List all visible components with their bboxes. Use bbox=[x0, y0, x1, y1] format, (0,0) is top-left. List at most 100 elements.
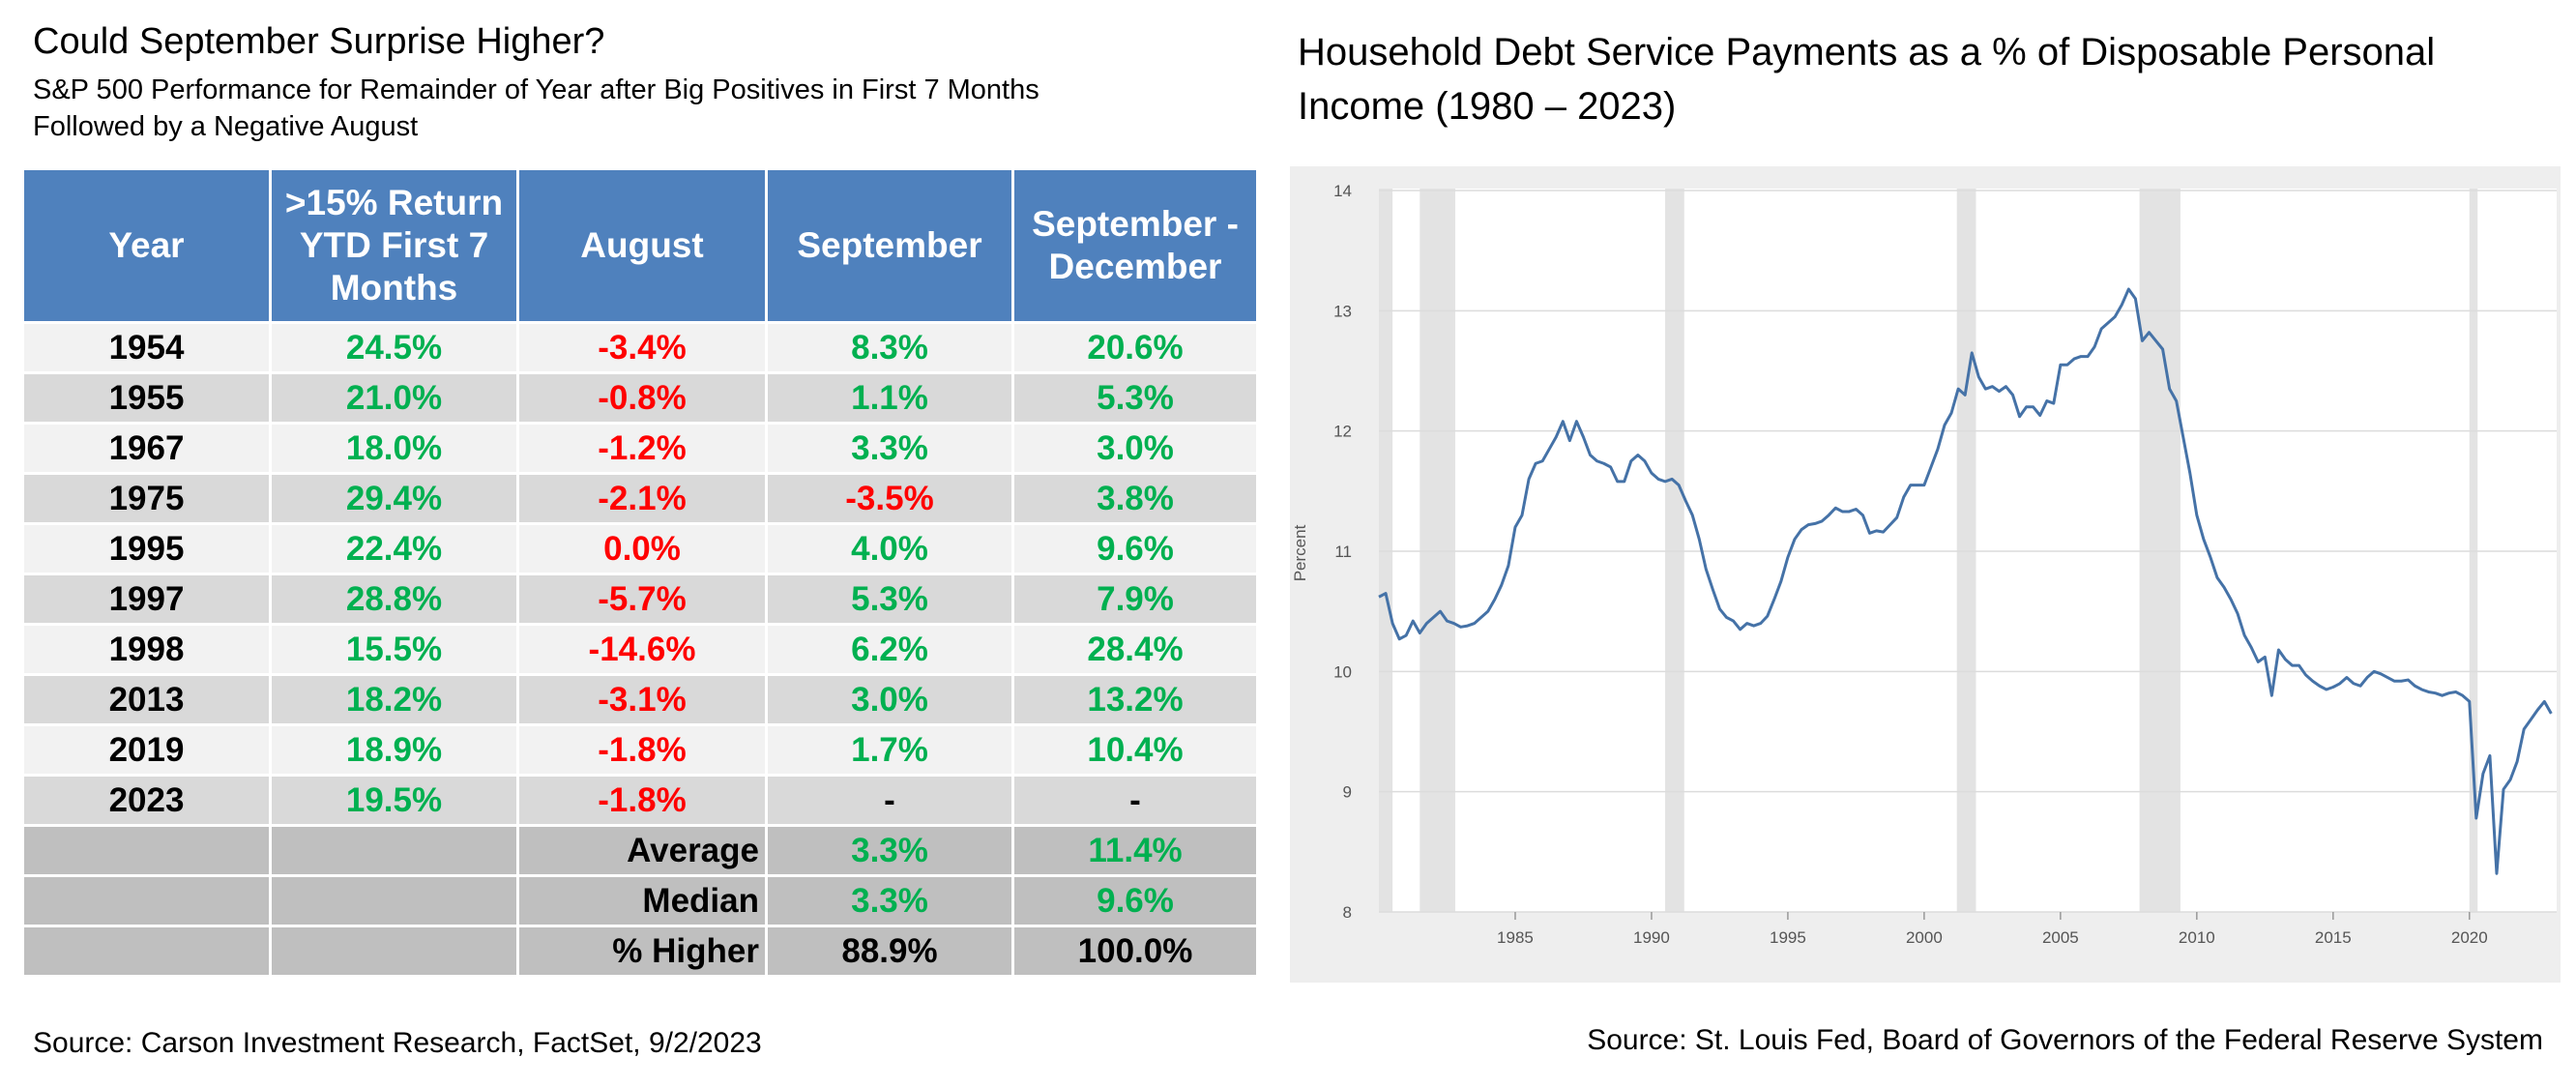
table-cell: 3.3% bbox=[768, 425, 1011, 472]
table-row: 2023 19.5% -1.8% - - bbox=[24, 777, 1256, 824]
y-tick-label: 10 bbox=[1333, 662, 1352, 681]
table-row: 1967 18.0% -1.2% 3.3% 3.0% bbox=[24, 425, 1256, 472]
x-tick-label: 1990 bbox=[1633, 928, 1670, 947]
table-cell: 7.9% bbox=[1014, 575, 1256, 623]
recession-band bbox=[1665, 189, 1684, 912]
y-tick-label: 8 bbox=[1343, 903, 1352, 922]
table-cell: 22.4% bbox=[272, 525, 516, 573]
x-tick-label: 1995 bbox=[1770, 928, 1806, 947]
table-row: 2019 18.9% -1.8% 1.7% 10.4% bbox=[24, 726, 1256, 774]
table-cell: -14.6% bbox=[519, 626, 765, 673]
table-cell: 1955 bbox=[24, 374, 269, 422]
table-row: 1975 29.4% -2.1% -3.5% 3.8% bbox=[24, 475, 1256, 522]
table-cell: -1.8% bbox=[519, 726, 765, 774]
table-row: Median 3.3% 9.6% bbox=[24, 877, 1256, 925]
table-cell: 1975 bbox=[24, 475, 269, 522]
table-cell: 11.4% bbox=[1014, 827, 1256, 874]
table-row: 2013 18.2% -3.1% 3.0% 13.2% bbox=[24, 676, 1256, 723]
table-cell: 9.6% bbox=[1014, 525, 1256, 573]
table-cell: 3.3% bbox=[768, 827, 1011, 874]
data-line bbox=[1378, 287, 2553, 875]
chart-source: Source: St. Louis Fed, Board of Governor… bbox=[1587, 1024, 2543, 1056]
recession-band bbox=[1420, 189, 1455, 912]
table-cell: -5.7% bbox=[519, 575, 765, 623]
table-cell: 28.8% bbox=[272, 575, 516, 623]
subtitle-line: S&P 500 Performance for Remainder of Yea… bbox=[33, 74, 1039, 105]
x-tick-label: 2020 bbox=[2451, 928, 2488, 947]
table-cell: 10.4% bbox=[1014, 726, 1256, 774]
table-cell: 24.5% bbox=[272, 324, 516, 371]
table-cell: 19.5% bbox=[272, 777, 516, 824]
x-tick-label: 1985 bbox=[1497, 928, 1534, 947]
table-cell: 1954 bbox=[24, 324, 269, 371]
header-cell: September - December bbox=[1014, 170, 1256, 321]
table-body: 1954 24.5% -3.4% 8.3% 20.6% 1955 21.0% -0.8% 1.1… bbox=[24, 324, 1256, 975]
table-cell: 1.7% bbox=[768, 726, 1011, 774]
table-cell: 100.0% bbox=[1014, 927, 1256, 975]
table-cell bbox=[272, 877, 516, 925]
table-row: % Higher 88.9% 100.0% bbox=[24, 927, 1256, 975]
table-cell: 1995 bbox=[24, 525, 269, 573]
subtitle-line: Followed by a Negative August bbox=[33, 111, 419, 142]
y-tick-label: 14 bbox=[1333, 182, 1352, 200]
y-tick-label: 12 bbox=[1333, 423, 1352, 441]
table-cell: 9.6% bbox=[1014, 877, 1256, 925]
table-cell: 20.6% bbox=[1014, 324, 1256, 371]
table-cell: -3.4% bbox=[519, 324, 765, 371]
table-cell: 15.5% bbox=[272, 626, 516, 673]
header-row: Year >15% Return YTD First 7 Months August… bbox=[24, 170, 1256, 321]
recession-band bbox=[1379, 189, 1393, 912]
table-cell: 8.3% bbox=[768, 324, 1011, 371]
table-cell: -3.5% bbox=[768, 475, 1011, 522]
table-cell: 5.3% bbox=[1014, 374, 1256, 422]
table-cell: Median bbox=[519, 877, 765, 925]
table-row: 1955 21.0% -0.8% 1.1% 5.3% bbox=[24, 374, 1256, 422]
y-axis-label: Percent bbox=[1291, 524, 1309, 581]
table-cell: 18.2% bbox=[272, 676, 516, 723]
table-cell: 2019 bbox=[24, 726, 269, 774]
table-cell bbox=[272, 827, 516, 874]
table-cell: 18.9% bbox=[272, 726, 516, 774]
table-row: 1995 22.4% 0.0% 4.0% 9.6% bbox=[24, 525, 1256, 573]
table-cell: 28.4% bbox=[1014, 626, 1256, 673]
table-cell: 3.0% bbox=[768, 676, 1011, 723]
table-cell: 5.3% bbox=[768, 575, 1011, 623]
table-cell: - bbox=[1014, 777, 1256, 824]
table-cell: 1997 bbox=[24, 575, 269, 623]
table-cell: 1.1% bbox=[768, 374, 1011, 422]
table-row: Average 3.3% 11.4% bbox=[24, 827, 1256, 874]
y-tick-label: 13 bbox=[1333, 302, 1352, 320]
table-cell: 1998 bbox=[24, 626, 269, 673]
table-cell: 0.0% bbox=[519, 525, 765, 573]
recession-band bbox=[1956, 189, 1976, 912]
table-cell: -3.1% bbox=[519, 676, 765, 723]
table-cell: 4.0% bbox=[768, 525, 1011, 573]
table-row: 1998 15.5% -14.6% 6.2% 28.4% bbox=[24, 626, 1256, 673]
header-cell: >15% Return YTD First 7 Months bbox=[272, 170, 516, 321]
header-cell: Year bbox=[24, 170, 269, 321]
table-cell bbox=[272, 927, 516, 975]
table-cell: 3.8% bbox=[1014, 475, 1256, 522]
chart-title: Household Debt Service Payments as a % o… bbox=[1298, 31, 2436, 128]
x-tick-label: 2000 bbox=[1906, 928, 1943, 947]
table-cell bbox=[24, 877, 269, 925]
y-tick-label: 9 bbox=[1343, 783, 1352, 802]
table-row: 1954 24.5% -3.4% 8.3% 20.6% bbox=[24, 324, 1256, 371]
table-cell: 1967 bbox=[24, 425, 269, 472]
x-tick-label: 2005 bbox=[2042, 928, 2079, 947]
table-cell: 2023 bbox=[24, 777, 269, 824]
returns-table: Year >15% Return YTD First 7 Months August… bbox=[21, 167, 1259, 978]
recession-band bbox=[2139, 189, 2181, 912]
table-cell: 21.0% bbox=[272, 374, 516, 422]
table-cell: -1.2% bbox=[519, 425, 765, 472]
table-source: Source: Carson Investment Research, Fact… bbox=[33, 1027, 762, 1059]
table-cell: 3.0% bbox=[1014, 425, 1256, 472]
y-tick-label: 11 bbox=[1334, 543, 1352, 561]
table-cell: 29.4% bbox=[272, 475, 516, 522]
table-cell: -1.8% bbox=[519, 777, 765, 824]
table-cell: 88.9% bbox=[768, 927, 1011, 975]
header-cell: August bbox=[519, 170, 765, 321]
table-cell: 13.2% bbox=[1014, 676, 1256, 723]
